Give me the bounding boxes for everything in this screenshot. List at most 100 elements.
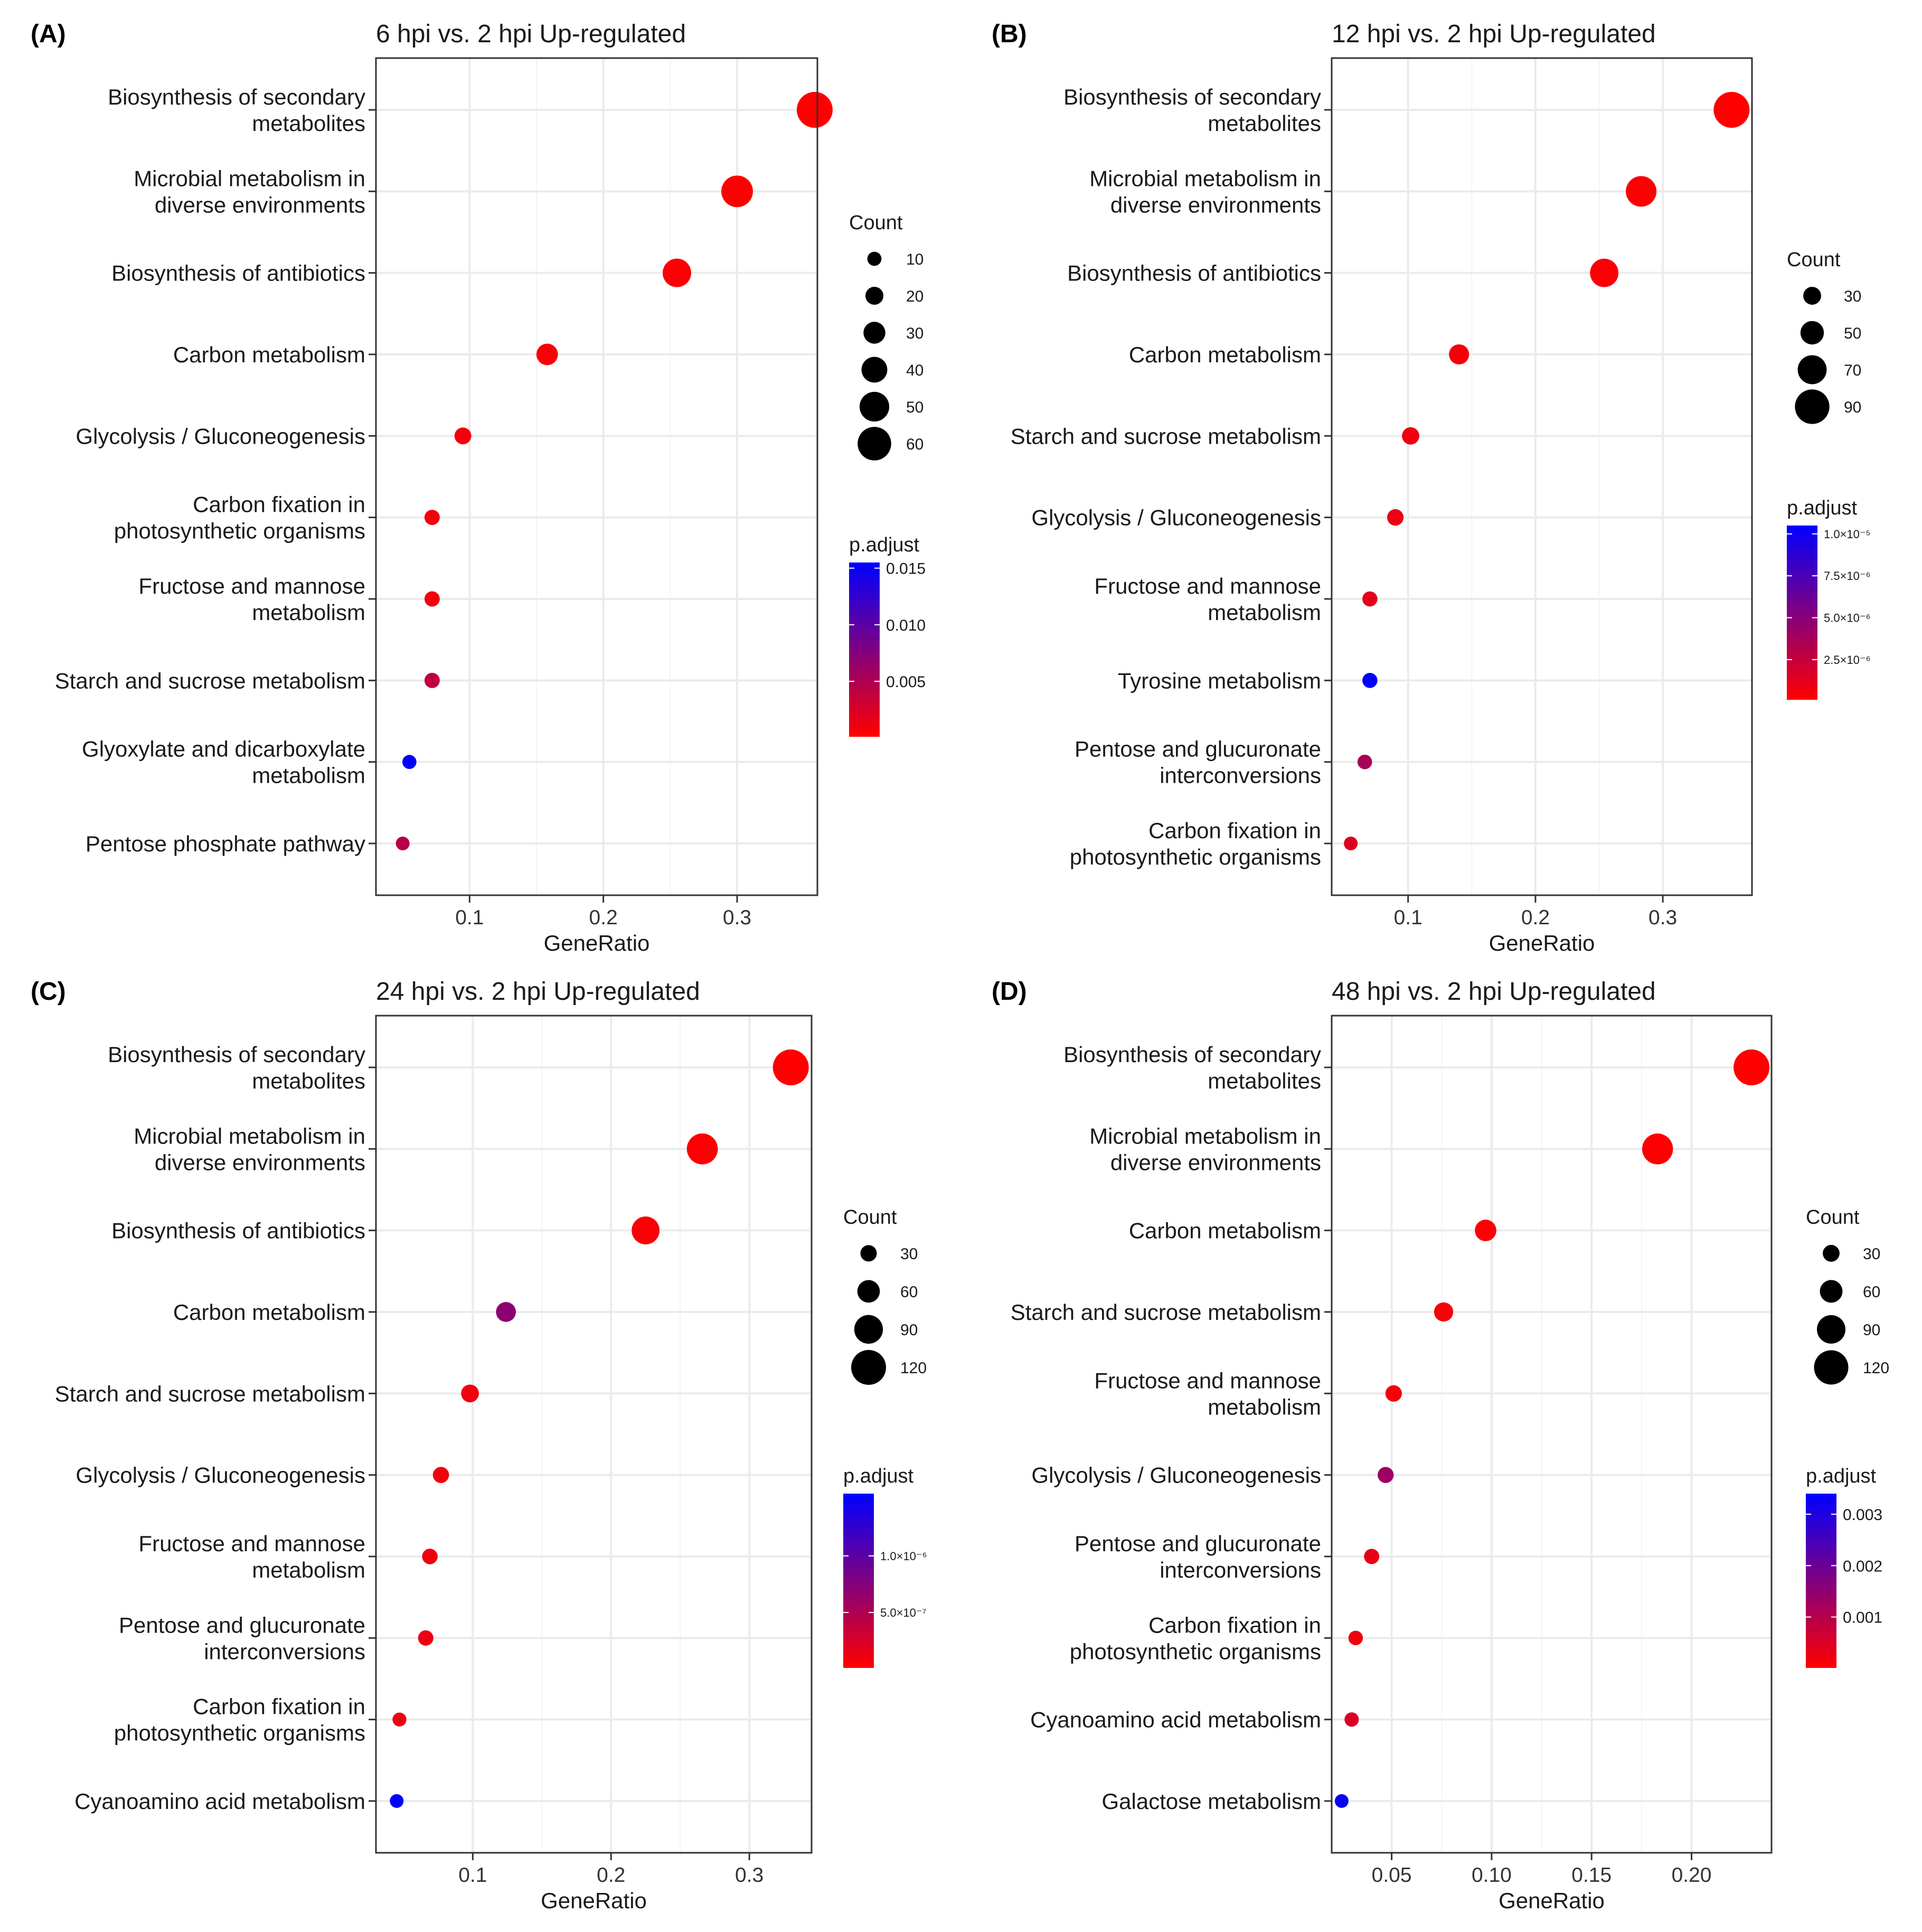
data-point — [1362, 673, 1378, 688]
data-point — [1590, 258, 1619, 287]
panel-label: (C) — [31, 978, 66, 1006]
category-label: metabolites — [252, 111, 365, 136]
category-label: photosynthetic organisms — [114, 1721, 365, 1746]
color-legend-label: 0.002 — [1843, 1558, 1882, 1575]
category-label: interconversions — [1160, 763, 1321, 788]
plot-panel-border — [1331, 1015, 1773, 1854]
chart-title: 12 hpi vs. 2 hpi Up-regulated — [1332, 20, 1656, 48]
x-tick-label: 0.3 — [735, 1864, 764, 1887]
color-legend-bar — [843, 1494, 874, 1668]
size-legend-label: 30 — [900, 1245, 918, 1263]
size-legend-key — [863, 322, 885, 344]
category-label: Starch and sucrose metabolism — [1011, 1300, 1321, 1325]
size-legend-label: 120 — [1863, 1359, 1889, 1377]
size-legend-label: 90 — [1863, 1321, 1880, 1339]
size-legend-label: 40 — [906, 362, 924, 379]
color-legend-label: 2.5×10⁻⁶ — [1824, 653, 1871, 667]
category-label: interconversions — [204, 1639, 365, 1664]
data-point — [424, 510, 440, 526]
size-legend-key — [1803, 287, 1821, 305]
category-label: Glycolysis / Gluconeogenesis — [1031, 505, 1321, 530]
chart-title: 48 hpi vs. 2 hpi Up-regulated — [1332, 978, 1656, 1006]
color-legend-label: 7.5×10⁻⁶ — [1824, 569, 1871, 583]
category-label: Biosynthesis of secondary — [1063, 1042, 1321, 1067]
category-label: Biosynthesis of antibiotics — [111, 261, 365, 286]
size-legend-label: 20 — [906, 288, 924, 305]
color-legend-label: 1.0×10⁻⁶ — [880, 1550, 927, 1563]
category-label: Carbon fixation in — [193, 492, 365, 517]
category-label: Carbon metabolism — [173, 342, 365, 367]
data-point — [1626, 176, 1657, 207]
category-label: metabolism — [252, 600, 365, 625]
size-legend-label: 60 — [900, 1283, 918, 1301]
data-point — [1362, 591, 1378, 607]
category-label: Tyrosine metabolism — [1118, 668, 1321, 693]
data-point — [1344, 1712, 1359, 1727]
x-tick-label: 0.20 — [1672, 1864, 1712, 1887]
category-label: Microbial metabolism in — [1089, 1123, 1321, 1148]
category-label: Starch and sucrose metabolism — [55, 668, 365, 693]
category-label: diverse environments — [155, 1150, 365, 1175]
data-point — [1434, 1302, 1454, 1322]
data-point — [1348, 1630, 1363, 1646]
color-legend-label: 0.005 — [886, 673, 926, 691]
size-legend-label: 30 — [1844, 288, 1861, 305]
size-legend-title: Count — [849, 212, 903, 234]
x-tick-label: 0.3 — [723, 906, 751, 929]
panel-c: (C) 24 hpi vs. 2 hpi Up-regulated Biosynth… — [31, 978, 927, 1913]
size-legend-label: 60 — [906, 436, 924, 453]
size-legend-key — [865, 286, 884, 305]
category-label: metabolites — [1208, 1068, 1321, 1093]
size-legend-label: 90 — [900, 1321, 918, 1339]
data-point — [1449, 344, 1469, 365]
data-point — [1378, 1467, 1394, 1483]
size-legend-label: 70 — [1844, 362, 1861, 379]
category-label: Galactose metabolism — [1101, 1789, 1321, 1814]
data-point — [424, 672, 440, 688]
category-label: metabolism — [1208, 600, 1321, 625]
category-label: Pentose phosphate pathway — [86, 831, 365, 856]
data-point — [1334, 1794, 1349, 1808]
color-legend-bar — [849, 562, 880, 737]
data-point — [402, 755, 417, 770]
x-tick-label: 0.05 — [1372, 1864, 1412, 1887]
size-legend-label: 120 — [900, 1359, 927, 1377]
data-point — [418, 1630, 434, 1646]
x-axis-title: GeneRatio — [1499, 1888, 1605, 1913]
category-label: Carbon fixation in — [193, 1694, 365, 1719]
x-tick-label: 0.1 — [458, 1864, 487, 1887]
plot-panel-border — [375, 1015, 813, 1854]
size-legend-key — [867, 251, 882, 266]
category-label: Glycolysis / Gluconeogenesis — [76, 424, 365, 448]
category-label: interconversions — [1160, 1558, 1321, 1582]
category-label: Carbon metabolism — [1129, 1218, 1321, 1243]
data-point — [772, 1049, 809, 1085]
size-legend-key — [1800, 321, 1824, 345]
category-label: photosynthetic organisms — [114, 519, 365, 543]
data-point — [390, 1794, 404, 1808]
data-point — [395, 837, 410, 850]
color-legend-label: 0.015 — [886, 560, 926, 578]
category-label: photosynthetic organisms — [1070, 845, 1321, 869]
data-point — [1385, 1385, 1402, 1402]
data-point — [422, 1549, 438, 1564]
data-point — [663, 258, 691, 287]
category-label: Pentose and glucuronate — [119, 1612, 365, 1637]
category-label: Cyanoamino acid metabolism — [1030, 1708, 1321, 1732]
size-legend-key — [861, 357, 888, 383]
data-point — [1642, 1133, 1673, 1165]
data-point — [721, 175, 753, 208]
category-label: Starch and sucrose metabolism — [1011, 424, 1321, 448]
color-legend-title: p.adjust — [1787, 497, 1858, 519]
data-point — [1475, 1220, 1496, 1242]
category-label: Glycolysis / Gluconeogenesis — [76, 1463, 365, 1488]
x-tick-label: 0.3 — [1648, 906, 1677, 929]
category-label: Biosynthesis of secondary — [108, 85, 365, 109]
color-legend-label: 1.0×10⁻⁵ — [1824, 528, 1871, 541]
size-legend-label: 50 — [906, 399, 924, 416]
data-point — [1364, 1549, 1380, 1564]
plot-panel-border — [1331, 57, 1753, 896]
size-legend-key — [1817, 1315, 1845, 1344]
size-legend-key — [1797, 355, 1827, 384]
color-legend-bar — [1787, 526, 1817, 700]
